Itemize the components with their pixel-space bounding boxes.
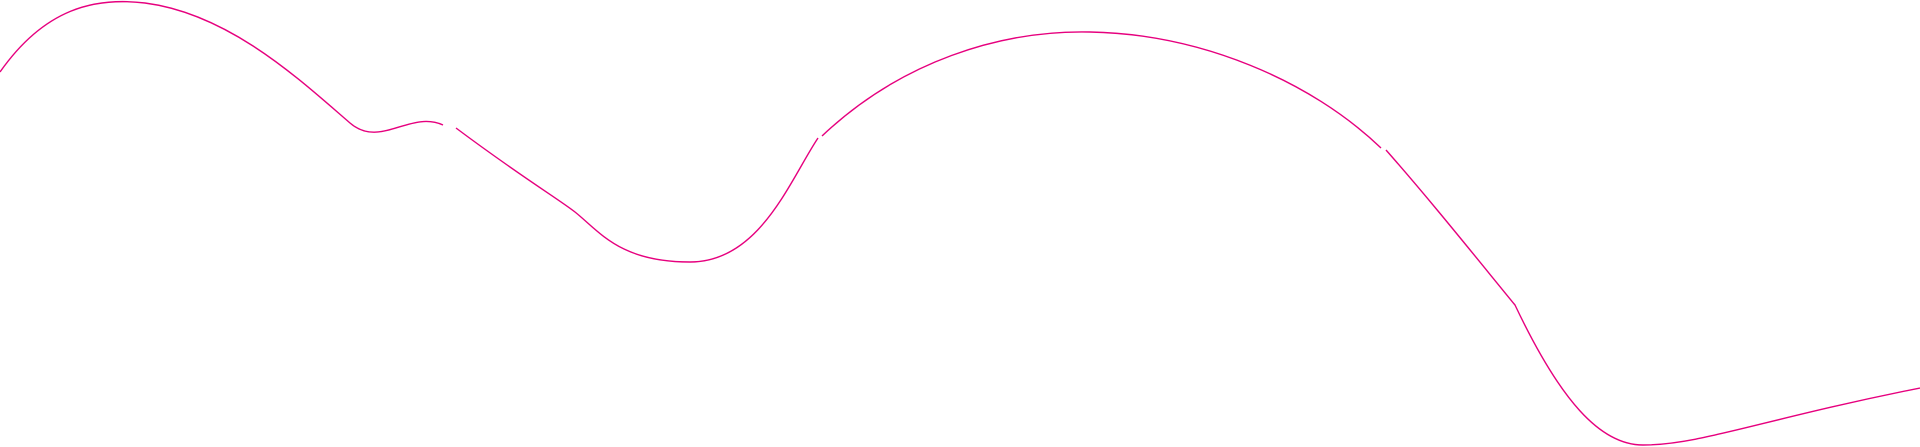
- wave-segment-1: [0, 0, 444, 133]
- wave-segment-4: [1385, 149, 1920, 446]
- wave-segment-3: [821, 31, 1382, 149]
- wave-segment-2: [455, 127, 819, 263]
